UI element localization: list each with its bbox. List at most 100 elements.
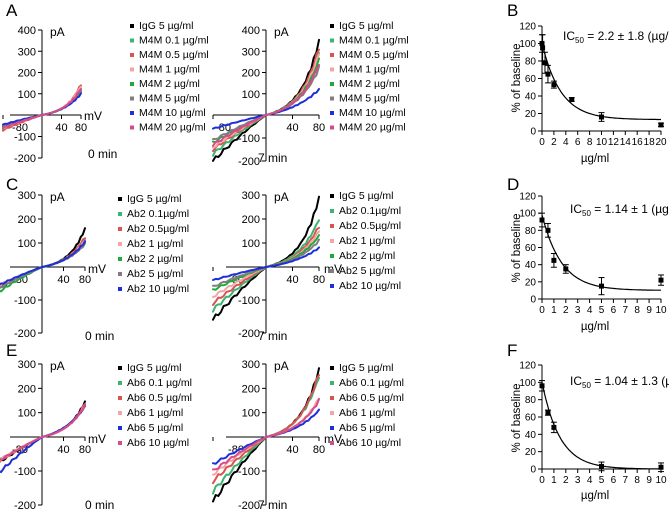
data-point	[542, 60, 548, 66]
x-tick-label: 6	[611, 475, 617, 486]
legend-marker-3	[330, 411, 334, 415]
legend-label-5: Ab2 5 µg/ml	[339, 265, 395, 277]
x-axis-label: mV	[324, 432, 342, 446]
legend-marker-1	[330, 381, 334, 385]
legend-marker-6	[330, 284, 334, 288]
y-tick-label: 40	[525, 260, 537, 271]
legend-marker-1	[118, 212, 122, 216]
y-tick-label: -100	[14, 466, 36, 478]
y-tick-label: 40	[525, 92, 537, 103]
y-tick-label: 60	[525, 74, 537, 85]
legend-label-2: M4M 0.5 µg/ml	[139, 49, 209, 61]
y-tick-label: 100	[242, 238, 260, 250]
legend-label-5: Ab6 10 µg/ml	[339, 437, 401, 449]
y-tick-label: 100	[242, 408, 260, 420]
series-line-6	[212, 246, 320, 281]
panel-letter-c: C	[6, 175, 18, 194]
plot-title: 0 min	[85, 498, 114, 512]
legend-marker-0	[330, 24, 334, 28]
y-tick-label: 300	[242, 46, 260, 58]
y-axis-label: pA	[274, 190, 289, 204]
x-tick-label: 80	[313, 444, 325, 456]
panel-letter-b: B	[507, 1, 518, 20]
y-tick-label: -100	[14, 295, 36, 307]
legend-label-5: M4M 5 µg/ml	[339, 93, 400, 105]
x-tick-label: 7	[623, 475, 629, 486]
x-tick-label: 80	[75, 122, 87, 134]
x-tick-label: 6	[611, 305, 617, 316]
x-tick-label: 80	[79, 444, 91, 456]
legend-label-6: M4M 10 µg/ml	[139, 107, 206, 119]
legend-label-3: M4M 1 µg/ml	[139, 64, 200, 76]
data-point	[599, 114, 604, 120]
x-tick-label: 4	[563, 137, 569, 148]
legend-label-1: M4M 0.1 µg/ml	[339, 35, 409, 47]
y-tick-label: 0	[530, 295, 536, 306]
legend-marker-4	[118, 426, 122, 430]
y-tick-label: -100	[238, 133, 260, 145]
fit-curve	[541, 382, 661, 470]
x-tick-label: 3	[575, 305, 581, 316]
data-point	[563, 266, 569, 272]
y-tick-label: 100	[519, 378, 536, 389]
x-tick-label: 1	[551, 305, 557, 316]
y-tick-label: 60	[525, 413, 537, 424]
x-axis-label: µg/ml	[581, 490, 609, 502]
y-tick-label: -200	[238, 500, 260, 512]
data-point	[551, 82, 557, 88]
y-tick-label: 300	[18, 190, 36, 202]
y-tick-label: 80	[525, 395, 537, 406]
data-point	[539, 383, 545, 389]
y-tick-label: 40	[525, 430, 537, 441]
legend-marker-5	[118, 441, 122, 445]
data-point	[569, 97, 575, 102]
legend-marker-5	[118, 272, 122, 276]
panel-letter-e: E	[6, 341, 17, 360]
legend-label-1: M4M 0.1 µg/ml	[139, 35, 209, 47]
y-tick-label: 100	[242, 89, 260, 101]
legend-label-0: IgG 5 µg/ml	[339, 20, 393, 32]
legend-label-4: Ab6 5 µg/ml	[127, 422, 183, 434]
y-tick-label: 200	[242, 68, 260, 80]
x-tick-label: 10	[655, 305, 667, 316]
legend-marker-4	[118, 257, 122, 261]
x-tick-label: 40	[55, 122, 67, 134]
legend-marker-2	[130, 53, 134, 57]
panel-letter-d: D	[507, 175, 519, 194]
x-tick-label: 80	[313, 274, 325, 286]
legend-label-3: Ab6 1 µg/ml	[339, 407, 395, 419]
y-axis-label: pA	[50, 190, 65, 204]
legend-marker-7	[330, 125, 334, 130]
legend-label-0: IgG 5 µg/ml	[339, 362, 393, 374]
data-point	[545, 71, 551, 77]
plot-title: 7 min	[258, 498, 287, 512]
x-axis-label: mV	[88, 262, 106, 276]
x-tick-label: 5	[599, 305, 605, 316]
legend-marker-3	[118, 411, 122, 415]
y-tick-label: 300	[18, 359, 36, 371]
series-line-7	[212, 63, 320, 147]
x-axis-label: µg/ml	[581, 321, 609, 333]
y-tick-label: 200	[18, 68, 36, 80]
legend-label-4: Ab2 2 µg/ml	[127, 253, 183, 265]
y-tick-label: 200	[18, 383, 36, 395]
y-tick-label: 120	[519, 361, 536, 372]
x-tick-label: 4	[587, 475, 593, 486]
y-tick-label: -100	[238, 466, 260, 478]
x-tick-label: 0	[539, 305, 545, 316]
data-point	[539, 217, 545, 223]
x-tick-label: 0	[539, 475, 545, 486]
x-tick-label: 6	[575, 137, 581, 148]
x-tick-label: 40	[57, 444, 69, 456]
legend-label-3: Ab2 1 µg/ml	[339, 235, 395, 247]
data-point	[539, 41, 545, 46]
legend-marker-5	[330, 441, 334, 445]
series-line-6	[0, 240, 86, 286]
y-axis-label: % of baseline	[511, 383, 523, 452]
x-axis-label: mV	[88, 432, 106, 446]
y-tick-label: -200	[238, 156, 260, 168]
series-line-7	[2, 87, 82, 130]
